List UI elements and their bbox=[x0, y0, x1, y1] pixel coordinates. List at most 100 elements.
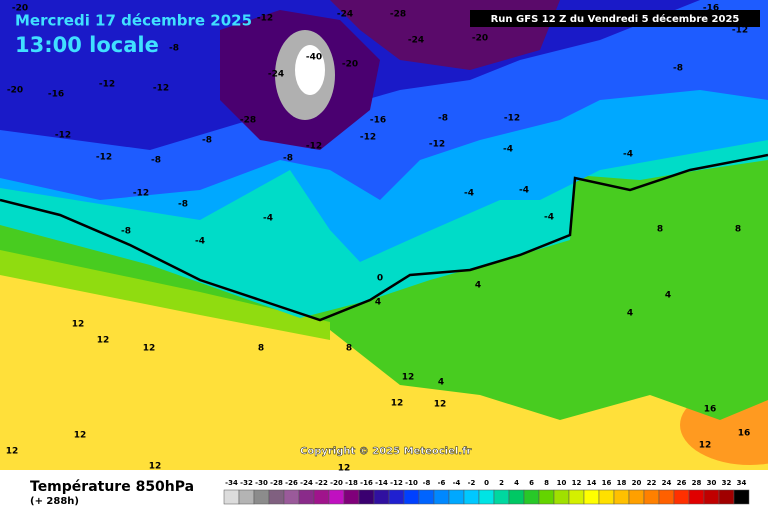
colorbar-label: -24 bbox=[300, 479, 313, 487]
colorbar-label: 8 bbox=[544, 479, 549, 487]
contour-label: -12 bbox=[732, 26, 748, 36]
contour-label: -16 bbox=[48, 90, 64, 100]
contour-label: -8 bbox=[169, 44, 179, 54]
colorbar-label: 6 bbox=[529, 479, 534, 487]
colorbar-cell bbox=[688, 489, 705, 505]
colorbar: -34 -32 -30 -28 -26 -24 -22 -20 -18 -16 -14 -12 -10-… bbox=[223, 479, 750, 505]
contour-label: -12 bbox=[257, 14, 273, 24]
cold-core-inner bbox=[295, 45, 325, 95]
contour-label: -12 bbox=[96, 153, 112, 163]
contour-label: -8 bbox=[438, 114, 448, 124]
colorbar-label: 20 bbox=[632, 479, 642, 487]
colorbar-cell bbox=[718, 489, 735, 505]
contour-label: -8 bbox=[121, 227, 131, 237]
contour-label: 12 bbox=[72, 320, 85, 330]
colorbar-label: -34 bbox=[225, 479, 238, 487]
contour-label: -12 bbox=[99, 80, 115, 90]
contour-label: -4 bbox=[503, 145, 513, 155]
contour-label: 12 bbox=[97, 336, 110, 346]
colorbar-cell bbox=[268, 489, 285, 505]
colorbar-label: -8 bbox=[423, 479, 431, 487]
contour-label: -20 bbox=[342, 60, 358, 70]
colorbar-cell bbox=[553, 489, 570, 505]
colorbar-label: 4 bbox=[514, 479, 519, 487]
colorbar-label: -6 bbox=[438, 479, 446, 487]
contour-label: -8 bbox=[151, 156, 161, 166]
colorbar-label: -20 bbox=[330, 479, 343, 487]
contour-label: 4 bbox=[475, 281, 481, 291]
colorbar-label: 34 bbox=[737, 479, 747, 487]
colorbar-cell bbox=[628, 489, 645, 505]
colorbar-cell bbox=[253, 489, 270, 505]
contour-label: -12 bbox=[153, 84, 169, 94]
colorbar-cell bbox=[583, 489, 600, 505]
contour-label: 12 bbox=[149, 462, 162, 472]
map bbox=[0, 0, 768, 470]
contour-label: 16 bbox=[738, 429, 751, 439]
colorbar-cell bbox=[418, 489, 435, 505]
contour-label: -20 bbox=[472, 34, 488, 44]
colorbar-label: 10 bbox=[557, 479, 567, 487]
colorbar-label: 18 bbox=[617, 479, 627, 487]
colorbar-cell bbox=[223, 489, 240, 505]
contour-label: 12 bbox=[699, 441, 712, 451]
contour-label: -8 bbox=[178, 200, 188, 210]
contour-label: -8 bbox=[202, 136, 212, 146]
contour-label: -24 bbox=[337, 10, 353, 20]
contour-label: 0 bbox=[377, 274, 383, 284]
contour-label: -12 bbox=[504, 114, 520, 124]
colorbar-cell bbox=[568, 489, 585, 505]
colorbar-cell bbox=[343, 489, 360, 505]
colorbar-label: 26 bbox=[677, 479, 687, 487]
contour-label: 12 bbox=[74, 431, 87, 441]
colorbar-label: -14 bbox=[375, 479, 388, 487]
contour-label: 8 bbox=[657, 225, 663, 235]
contour-label: 4 bbox=[665, 291, 671, 301]
colorbar-label: -30 bbox=[255, 479, 268, 487]
colorbar-label: -18 bbox=[345, 479, 358, 487]
colorbar-label: 24 bbox=[662, 479, 672, 487]
run-box bbox=[470, 10, 760, 27]
contour-label: -12 bbox=[360, 133, 376, 143]
colorbar-label: 0 bbox=[484, 479, 489, 487]
contour-label: 8 bbox=[258, 344, 264, 354]
contour-label: 12 bbox=[6, 447, 19, 457]
contour-label: -24 bbox=[268, 70, 284, 80]
contour-label: -20 bbox=[12, 4, 28, 14]
contour-label: -4 bbox=[464, 189, 474, 199]
contour-label: -4 bbox=[544, 213, 554, 223]
contour-label: -8 bbox=[673, 64, 683, 74]
colorbar-cell bbox=[313, 489, 330, 505]
colorbar-cell bbox=[508, 489, 525, 505]
colorbar-cell bbox=[598, 489, 615, 505]
colorbar-cell bbox=[283, 489, 300, 505]
contour-label: 12 bbox=[338, 464, 351, 474]
colorbar-cell bbox=[658, 489, 675, 505]
colorbar-cell bbox=[388, 489, 405, 505]
colorbar-label: 12 bbox=[572, 479, 582, 487]
contour-label: 8 bbox=[346, 344, 352, 354]
contour-label: -4 bbox=[263, 214, 273, 224]
colorbar-cell bbox=[238, 489, 255, 505]
contour-label: -12 bbox=[55, 131, 71, 141]
contour-label: 4 bbox=[627, 309, 633, 319]
zero-isotherm bbox=[0, 153, 768, 322]
colorbar-cell bbox=[373, 489, 390, 505]
colorbar-label: 32 bbox=[722, 479, 732, 487]
copyright: Copyright © 2025 Meteociel.fr bbox=[300, 446, 471, 457]
contour-label: -28 bbox=[390, 10, 406, 20]
contour-label: 4 bbox=[375, 298, 381, 308]
colorbar-label: 28 bbox=[692, 479, 702, 487]
colorbar-cell bbox=[298, 489, 315, 505]
contour-label: -16 bbox=[370, 116, 386, 126]
contour-label: 12 bbox=[434, 400, 447, 410]
contour-label: -40 bbox=[306, 53, 322, 63]
colorbar-label: -32 bbox=[240, 479, 253, 487]
contour-label: -12 bbox=[429, 140, 445, 150]
contour-label: -20 bbox=[7, 86, 23, 96]
colorbar-cell bbox=[463, 489, 480, 505]
contour-label: 12 bbox=[143, 344, 156, 354]
lightgreen-area bbox=[0, 250, 330, 340]
forecast-time: 13:00 locale bbox=[15, 33, 159, 57]
colorbar-cell bbox=[538, 489, 555, 505]
